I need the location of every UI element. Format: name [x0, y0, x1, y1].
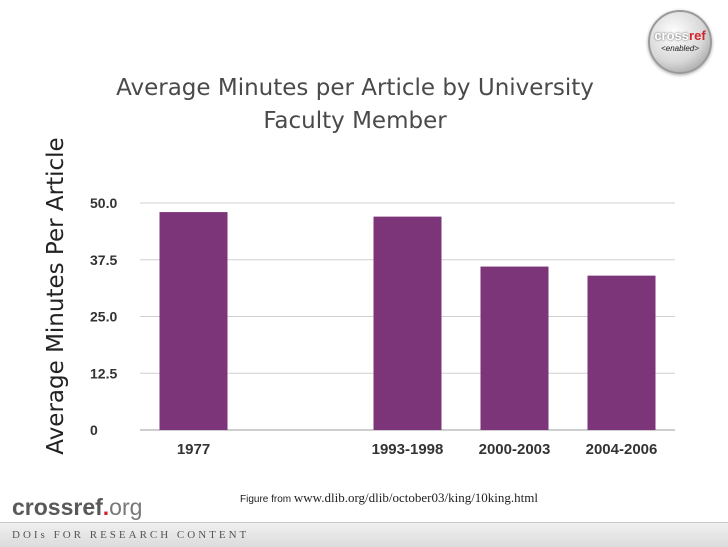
bar: [587, 275, 656, 430]
y-tick-label: 0: [90, 422, 98, 438]
bar: [373, 216, 442, 430]
chart-title-line1: Average Minutes per Article by Universit…: [116, 75, 594, 101]
logo-cr: crossref: [12, 494, 103, 520]
caption-url: www.dlib.org/dlib/october03/king/10king.…: [293, 490, 539, 505]
bar: [480, 266, 549, 430]
x-tick-label: 2004-2006: [586, 441, 658, 458]
y-tick-label: 50.0: [90, 195, 117, 211]
logo-org: org: [109, 494, 143, 520]
x-tick-label: 1977: [177, 441, 210, 458]
caption-prefix: Figure from: [240, 494, 292, 505]
x-tick-label: 2000-2003: [479, 441, 551, 458]
footer-tagline: DOIs FOR RESEARCH CONTENT: [12, 529, 250, 541]
y-tick-label: 37.5: [90, 252, 117, 268]
badge-enabled-text: <enabled>: [661, 44, 699, 53]
chart-title: Average Minutes per Article by Universit…: [110, 72, 600, 138]
y-tick-label: 25.0: [90, 309, 117, 325]
y-tick-label: 12.5: [90, 365, 117, 381]
crossref-logo: crossref.org: [12, 494, 142, 521]
crossref-enabled-badge: crossref <enabled>: [648, 10, 712, 74]
figure-caption: Figure from www.dlib.org/dlib/october03/…: [240, 490, 538, 506]
footer-tagline-bar: DOIs FOR RESEARCH CONTENT: [0, 522, 728, 547]
bar: [159, 212, 228, 430]
chart-title-line2: Faculty Member: [263, 108, 447, 134]
x-tick-label: 1993-1998: [372, 441, 444, 458]
logo-dot: .: [102, 494, 110, 520]
badge-cross-text: cross: [654, 28, 690, 43]
badge-ref-text: ref: [689, 28, 706, 43]
badge-brand: crossref: [654, 28, 706, 43]
